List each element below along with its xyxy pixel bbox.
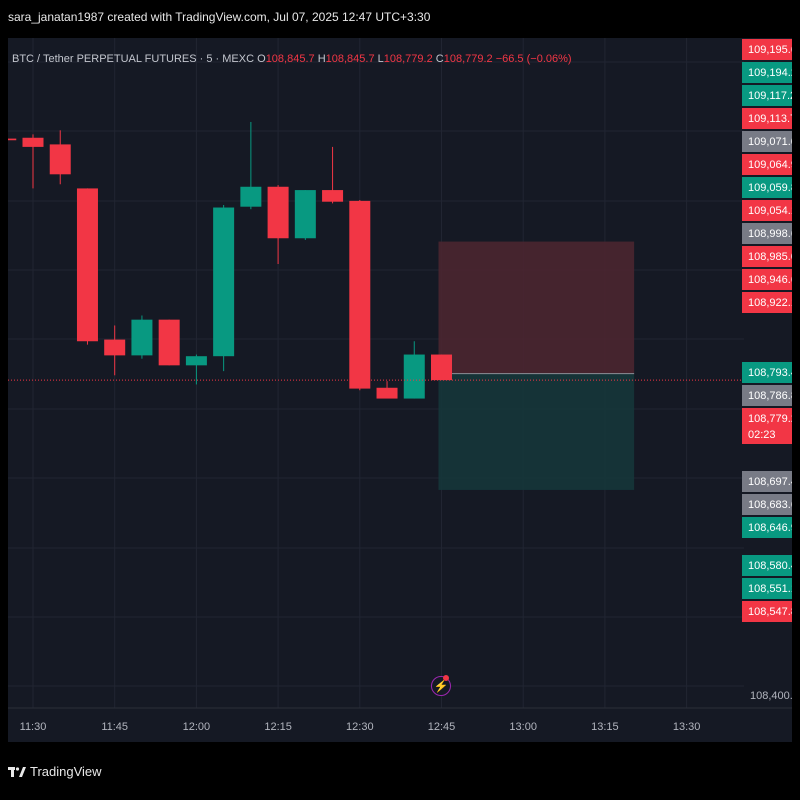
candle-body: [431, 354, 452, 381]
price-tag-label: 109,195.6: [748, 44, 792, 56]
price-tag-label: 108,922.1: [748, 297, 792, 309]
credit-text: sara_janatan1987 created with TradingVie…: [8, 10, 431, 24]
price-tag: [742, 108, 792, 129]
legend-high-label: H: [317, 53, 326, 65]
countdown-label: 02:23: [748, 429, 776, 441]
price-tag-label: 109,054.1: [748, 205, 792, 217]
candle-body: [185, 356, 207, 366]
price-tag: [742, 292, 792, 313]
lightning-icon[interactable]: ⚡: [431, 676, 451, 696]
legend-low-label: L: [377, 53, 384, 65]
candle-body: [240, 186, 262, 207]
candle-body: [213, 207, 235, 357]
price-tag-label: 109,071.0: [748, 136, 792, 148]
price-tag: [742, 269, 792, 290]
risk-zone: [438, 241, 635, 374]
price-tag: [742, 601, 792, 622]
price-tag-label: 108,646.9: [748, 522, 792, 534]
price-tag: [742, 362, 792, 383]
price-tag: [742, 223, 792, 244]
reward-zone: [438, 373, 635, 490]
legend-open-label: O: [257, 53, 266, 65]
price-tag: [742, 385, 792, 406]
price-tag: [742, 494, 792, 515]
price-tag: [742, 85, 792, 106]
symbol-legend: BTC / Tether PERPETUAL FUTURES · 5 · MEX…: [12, 53, 572, 65]
x-axis-label: 12:30: [346, 721, 374, 733]
price-tag: [742, 62, 792, 83]
price-tag-label: 109,064.9: [748, 159, 792, 171]
brand-label: TradingView: [30, 764, 102, 779]
price-tag-label: 108,580.4: [748, 560, 792, 572]
x-axis-label: 12:00: [183, 721, 211, 733]
candle-body: [376, 387, 398, 399]
x-axis-label: 11:30: [20, 721, 47, 733]
price-tag-label: 109,194.2: [748, 67, 792, 79]
candle-body: [49, 144, 71, 175]
footer-bar: [0, 742, 800, 800]
price-tag: [742, 177, 792, 198]
legend-close-value: 108,779.2: [443, 53, 493, 65]
notification-dot: [443, 675, 449, 681]
tradingview-logo[interactable]: TradingView: [8, 764, 102, 779]
price-tag-label: 108,998.6: [748, 228, 792, 240]
y-axis-label: 108,400.0: [750, 690, 792, 702]
candle-body: [131, 319, 153, 356]
price-tag-label: 109,113.7: [748, 113, 792, 125]
price-tag: [742, 39, 792, 60]
price-tag: [742, 154, 792, 175]
top-bar: sara_janatan1987 created with TradingVie…: [0, 0, 800, 38]
price-tag: [742, 471, 792, 492]
candle-body: [158, 319, 180, 366]
candle-body: [403, 354, 425, 399]
price-tag: [742, 555, 792, 576]
price-tag-label: 108,683.6: [748, 499, 792, 511]
x-axis-label: 12:15: [264, 721, 292, 733]
x-axis-label: 12:45: [428, 721, 456, 733]
price-tag-label: 108,985.0: [748, 251, 792, 263]
price-tag-label: 109,059.8: [748, 182, 792, 194]
price-tag-label: 108,793.4: [748, 367, 792, 379]
price-tag: [742, 200, 792, 221]
candle-body: [267, 186, 289, 239]
x-axis-label: 13:15: [591, 721, 619, 733]
legend-symbol: BTC / Tether PERPETUAL FUTURES · 5 · MEX…: [12, 53, 255, 65]
tradingview-logo-icon: [8, 766, 26, 777]
x-axis-label: 13:00: [509, 721, 537, 733]
candle-body: [349, 200, 371, 389]
price-tag-label: 109,117.2: [748, 90, 792, 102]
x-axis-label: 11:45: [101, 721, 128, 733]
price-tag: [742, 408, 792, 444]
candle-body: [294, 190, 316, 239]
x-axis-label: 13:30: [673, 721, 701, 733]
price-tag-label: 108,786.8: [748, 390, 792, 402]
legend-open-value: 108,845.7: [265, 53, 315, 65]
price-tag-label: 108,946.6: [748, 274, 792, 286]
price-tag: [742, 246, 792, 267]
legend-change: −66.5 (−0.06%): [495, 53, 572, 65]
legend-high-value: 108,845.7: [325, 53, 375, 65]
candle-body: [8, 138, 17, 141]
legend-close-label: C: [435, 53, 444, 65]
price-tag: [742, 578, 792, 599]
candle-body: [322, 190, 344, 202]
price-tag-label: 108,551.1: [748, 583, 792, 595]
candle-body: [22, 137, 44, 147]
price-tag-label: 108,547.8: [748, 606, 792, 618]
price-tag-label: 108,779.2: [748, 413, 792, 425]
price-tag: [742, 131, 792, 152]
legend-low-value: 108,779.2: [383, 53, 433, 65]
candle-body: [76, 188, 98, 342]
price-tag: [742, 517, 792, 538]
price-tag-label: 108,697.4: [748, 476, 792, 488]
candle-body: [104, 339, 126, 356]
